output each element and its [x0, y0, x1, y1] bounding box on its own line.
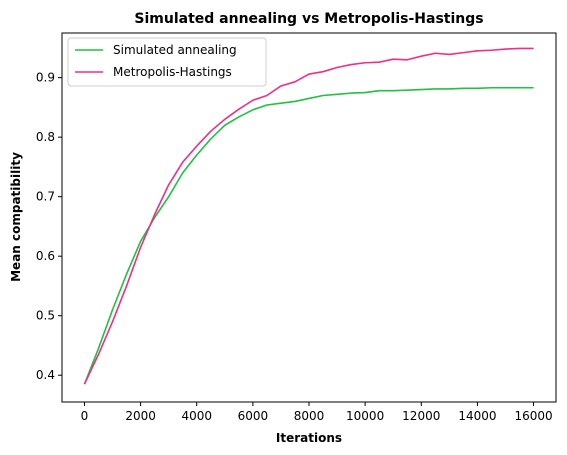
- series-layer: [83, 47, 534, 385]
- plot-frame: [61, 32, 557, 403]
- y-tick-label: 0.9: [36, 71, 55, 85]
- x-tick-label: 4000: [181, 409, 212, 423]
- x-axis-label: Iterations: [276, 431, 342, 445]
- x-tick-label: 16000: [514, 409, 552, 423]
- series-line-simulated-annealing: [83, 86, 534, 385]
- x-tick-label: 2000: [125, 409, 156, 423]
- x-tick-label: 8000: [294, 409, 325, 423]
- y-tick-label: 0.8: [36, 130, 55, 144]
- ticks-layer: 0 2000 4000 6000 8000 10000 12000 14000 16000 0.4…: [36, 71, 553, 423]
- legend: Simulated annealing Metropolis-Hastings: [67, 37, 267, 87]
- x-tick-label: 0: [81, 409, 89, 423]
- x-tick-label: 6000: [238, 409, 269, 423]
- x-tick-label: 12000: [402, 409, 440, 423]
- chart-title: Simulated annealing vs Metropolis-Hastin…: [134, 11, 483, 27]
- y-tick-label: 0.4: [36, 368, 55, 382]
- y-axis-label: Mean compatibility: [9, 152, 23, 282]
- series-line-metropolis-hastings: [83, 47, 534, 385]
- y-tick-label: 0.7: [36, 190, 55, 204]
- x-tick-label: 14000: [458, 409, 496, 423]
- legend-label-simulated-annealing: Simulated annealing: [113, 43, 237, 57]
- x-tick-label: 10000: [346, 409, 384, 423]
- legend-box: [67, 37, 267, 87]
- legend-label-metropolis-hastings: Metropolis-Hastings: [113, 65, 232, 79]
- y-tick-label: 0.6: [36, 249, 55, 263]
- y-tick-label: 0.5: [36, 309, 55, 323]
